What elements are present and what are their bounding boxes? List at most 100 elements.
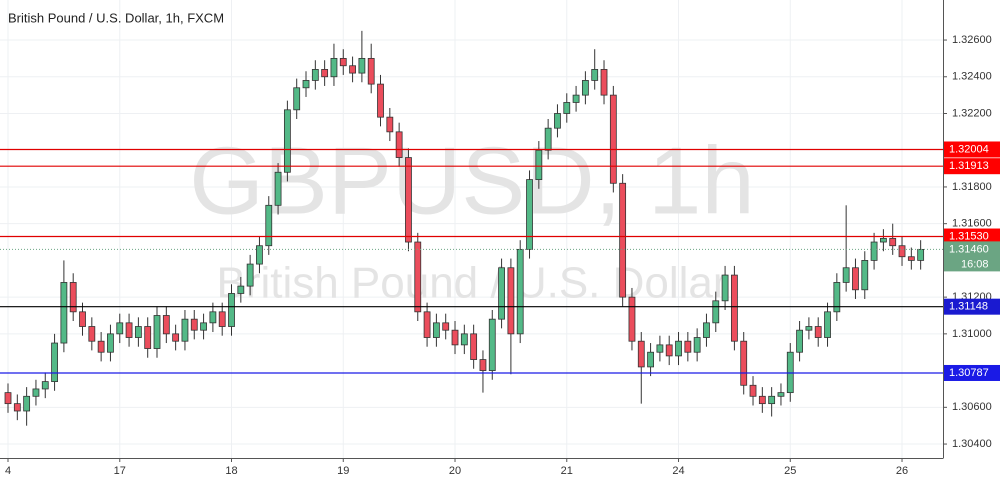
candle-body [488,318,496,371]
candle-body [740,340,748,386]
candle-body [209,311,217,324]
y-tick-label: 1.32600 [952,34,992,46]
candle-body [451,329,459,346]
level-label-box [944,298,1000,315]
candle-body [619,182,627,298]
candle-body [311,69,319,81]
chart-title: British Pound / U.S. Dollar, 1h, FXCM [8,10,224,25]
candle-body [870,241,878,261]
candle-body [107,333,114,353]
candle-body [516,248,524,335]
current-price-box [944,241,1000,272]
candle-body [563,102,571,114]
candle-body [675,340,682,357]
candle-body [144,326,152,349]
candle-body [721,274,729,302]
candle-body [395,131,403,158]
candle-body [637,340,645,368]
candle-body [23,395,31,412]
candle-body [656,344,664,353]
candle-body [32,388,40,397]
candle-body [526,179,533,250]
candle-body [51,342,58,383]
candle-body [330,57,338,78]
watermark-symbol: GBPUSD, 1h [189,127,755,234]
level-label-box [944,158,1000,175]
candle-body [889,237,897,247]
candle-body [581,80,589,96]
candle-body [824,311,831,338]
candle-body [842,267,850,283]
candle-body [879,237,887,243]
candle-body [60,282,68,344]
candle-body [228,293,235,327]
candle-body [600,69,608,96]
candle-body [302,80,310,89]
y-tick-label: 1.31000 [952,328,992,340]
axes: 1.304001.306001.310001.312001.316001.318… [5,34,1000,477]
candle-body [647,351,654,368]
candle-body [274,171,282,206]
candle-body [246,263,254,287]
candle-body [609,94,617,184]
level-label: 1.32004 [949,143,989,155]
candle-body [814,326,822,338]
candle-body [907,256,915,261]
candle-body [758,395,766,405]
candle-body [405,157,412,243]
candle-body [703,322,710,338]
candle-body [172,333,180,342]
candle-body [917,248,925,261]
candle-body [13,403,21,412]
candle-body [693,337,701,353]
candle-body [256,245,263,265]
y-tick-label: 1.30600 [952,401,992,413]
candle-body [833,282,841,313]
candle-body [367,57,375,85]
candle-body [442,322,450,331]
y-tick-label: 1.31800 [952,181,992,193]
candle-body [898,245,906,258]
candle-body [479,359,487,371]
x-tick-label: 25 [784,465,796,477]
candle-body [386,116,394,133]
level-label: 1.31913 [949,160,989,172]
candle-body [293,87,301,111]
candle-body [712,300,720,324]
x-tick-label: 20 [449,465,461,477]
level-label: 1.30787 [949,367,989,379]
candle-body [432,322,440,338]
candle-body [414,241,422,313]
candle-body [125,322,133,338]
x-tick-label: 4 [5,465,11,477]
candle-body [265,204,273,247]
y-tick-label: 1.32200 [952,107,992,119]
candle-body [339,57,347,67]
candle-body [283,109,291,173]
candle-body [4,392,12,405]
candle-body [796,329,803,353]
candle-body [153,315,161,349]
time-axis [0,458,1005,484]
candle-body [507,267,515,335]
candle-body [730,274,738,342]
candle-body [777,392,785,397]
candle-body [554,113,561,129]
countdown-label: 16:08 [961,258,989,270]
candle-body [535,149,543,181]
candle-body [88,326,96,342]
candle-body [470,333,478,360]
candle-body [190,318,198,331]
grid [0,0,943,458]
x-tick-label: 17 [114,465,126,477]
y-tick-label: 1.31600 [952,218,992,230]
candle-body [69,282,77,313]
x-tick-label: 24 [672,465,684,477]
candle-body [861,260,869,291]
candle-body [134,326,142,338]
candle-body [358,57,366,74]
candle-body [200,322,207,331]
candle-body [749,384,757,397]
candle-body [237,285,245,294]
